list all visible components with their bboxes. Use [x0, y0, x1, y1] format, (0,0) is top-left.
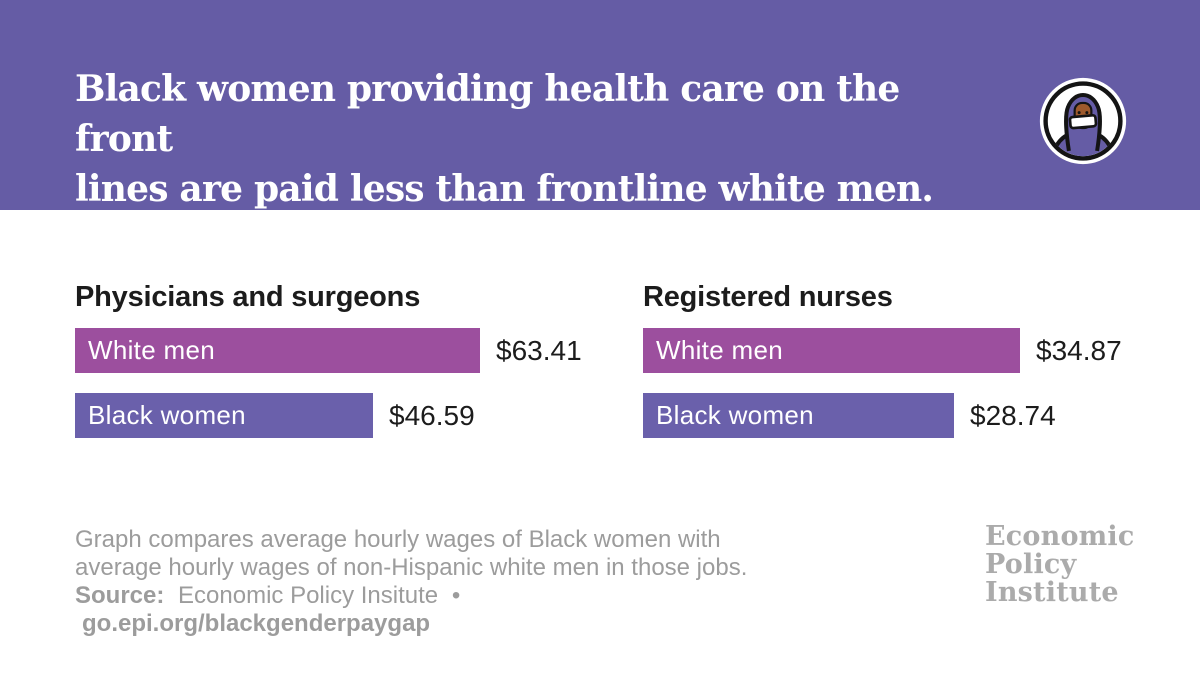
bar-rows: White men $63.41 Black women $46.59: [75, 328, 590, 438]
bar-category-label: Black women: [656, 400, 814, 430]
panel-title: Physicians and surgeons: [75, 281, 421, 313]
bar-value-label: $34.87: [1036, 334, 1122, 366]
page-title-line1: Black women providing health care on the…: [75, 68, 900, 160]
source-link: go.epi.org/blackgenderpaygap: [82, 610, 431, 637]
chart-panel-nurses: Registered nurses White men $34.87 Black w…: [643, 282, 1158, 438]
bar-category-label: White men: [656, 335, 783, 365]
bar-row-black-women: Black women $46.59: [75, 393, 590, 438]
bar-row-white-men: White men $34.87: [643, 328, 1158, 373]
bar-row-black-women: Black women $28.74: [643, 393, 1158, 438]
source-line: Source: Economic Policy Insitute • go.ep…: [75, 582, 815, 638]
bar-category-label: White men: [88, 335, 215, 365]
bar-value-label: $63.41: [496, 334, 582, 366]
note-line2: average hourly wages of non-Hispanic whi…: [75, 554, 748, 581]
page-title-line2: lines are paid less than frontline white…: [75, 168, 934, 210]
epi-logo-line3: Institute: [985, 577, 1119, 608]
note-line1: Graph compares average hourly wages of B…: [75, 526, 721, 553]
epi-logo-line2: Policy: [985, 549, 1077, 580]
source-name: Economic Policy Insitute: [178, 582, 439, 609]
bar-row-white-men: White men $63.41: [75, 328, 590, 373]
bar-white-men: White men: [75, 328, 480, 373]
bar-value-label: $46.59: [389, 399, 475, 431]
bar-category-label: Black women: [88, 400, 246, 430]
bar-rows: White men $34.87 Black women $28.74: [643, 328, 1158, 438]
epi-logo-line1: Economic: [985, 521, 1135, 552]
bar-value-label: $28.74: [970, 399, 1056, 431]
epi-logo: Economic Policy Institute: [985, 523, 1135, 607]
footer-note: Graph compares average hourly wages of B…: [75, 526, 815, 638]
bar-black-women: Black women: [643, 393, 954, 438]
bullet-separator: •: [451, 582, 461, 609]
panel-title: Registered nurses: [643, 281, 893, 313]
page-title: Black women providing health care on the…: [75, 64, 1005, 214]
chart-panel-physicians: Physicians and surgeons White men $63.41 B…: [75, 282, 590, 438]
masked-health-worker-icon: [1039, 77, 1127, 165]
header-band: Black women providing health care on the…: [0, 0, 1200, 210]
bar-white-men: White men: [643, 328, 1020, 373]
source-label: Source:: [75, 582, 165, 609]
bar-black-women: Black women: [75, 393, 373, 438]
